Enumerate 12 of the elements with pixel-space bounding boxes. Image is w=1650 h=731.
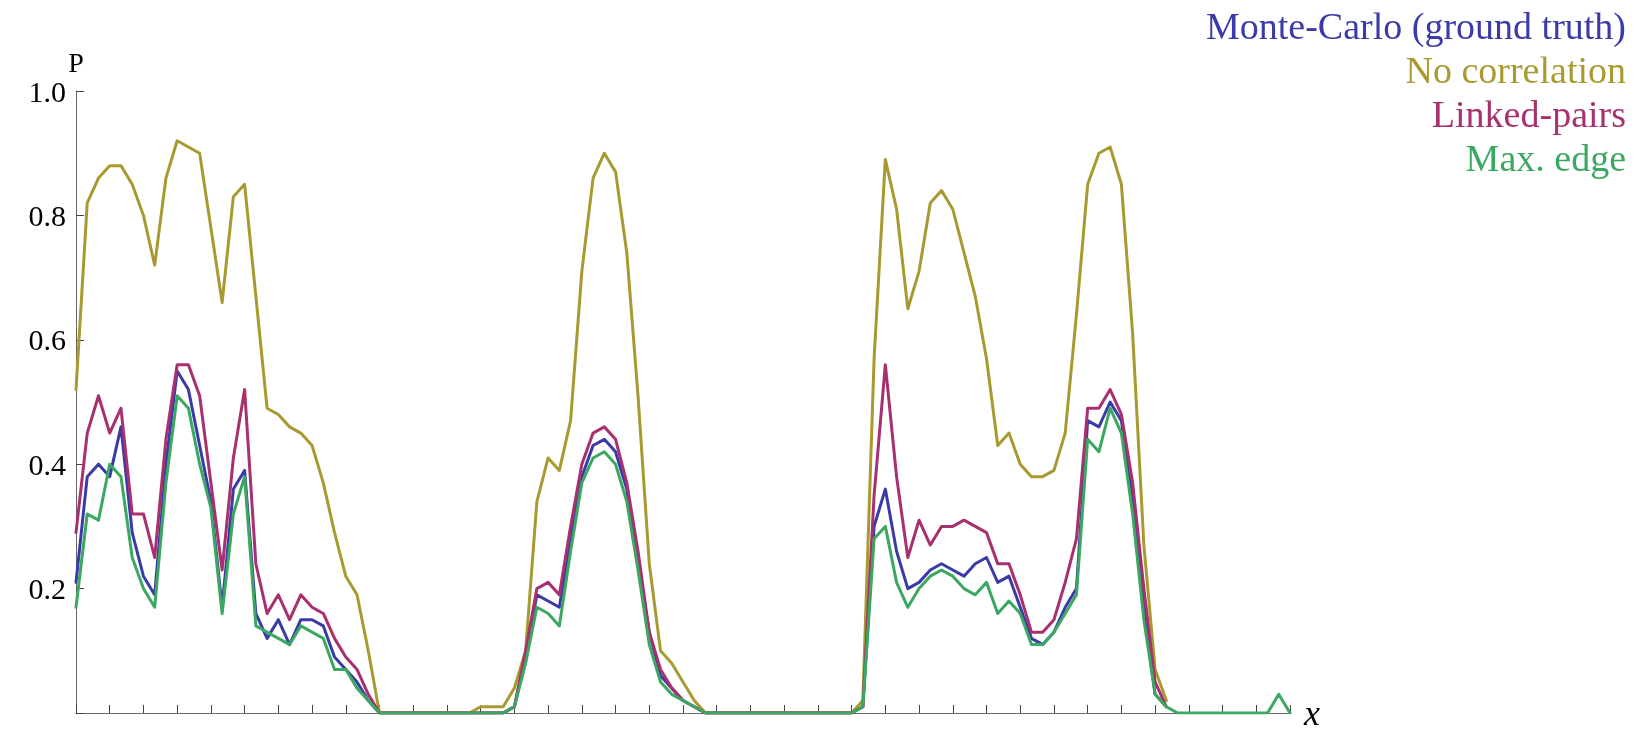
- text: No correlation: [1405, 49, 1626, 91]
- y-tick-label: 0.8: [28, 198, 66, 232]
- y-tick-label: 0.6: [28, 323, 66, 357]
- y-tick-label: 1.0: [28, 74, 66, 108]
- y-axis-title: P: [68, 46, 84, 78]
- x-axis-title: x: [1303, 693, 1320, 731]
- y-tick-label: 0.2: [28, 572, 66, 606]
- text: Monte-Carlo (ground truth): [1205, 5, 1626, 48]
- line-series: [74, 139, 1168, 715]
- text: Max. edge: [1465, 137, 1626, 179]
- text: Linked-pairs: [1431, 93, 1626, 135]
- y-tick-label: 0.4: [28, 447, 66, 481]
